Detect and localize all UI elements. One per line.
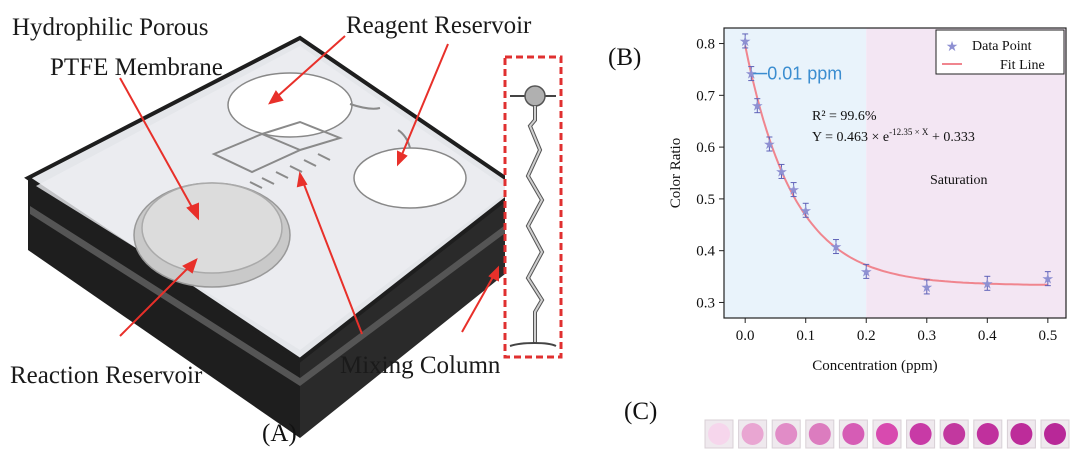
color-well <box>708 423 730 445</box>
color-well <box>909 423 932 445</box>
data-point: ★ <box>1042 272 1055 288</box>
color-well <box>976 423 999 445</box>
x-tick-label: 0.5 <box>1038 328 1057 344</box>
panel-c-label: (C) <box>624 398 658 425</box>
data-point: ★ <box>751 99 764 115</box>
device-base-edge-right <box>300 188 520 438</box>
y-tick-label: 0.7 <box>696 88 715 104</box>
chart-region-linear <box>724 28 867 318</box>
legend-symbol-data: ★ <box>946 39 959 55</box>
chart-region-saturation <box>866 28 1066 318</box>
data-point: ★ <box>745 67 758 83</box>
color-well <box>876 423 898 445</box>
y-axis-label: Color Ratio <box>668 138 684 208</box>
lod-annotation: 0.01 ppm <box>767 64 842 84</box>
data-point: ★ <box>920 280 933 296</box>
color-well <box>775 423 798 445</box>
color-well <box>1044 423 1066 445</box>
color-well <box>842 423 865 445</box>
label-reaction-reservoir: Reaction Reservoir <box>10 362 203 389</box>
color-well <box>741 423 764 445</box>
data-point: ★ <box>860 264 873 280</box>
annotation-arrows <box>119 35 499 337</box>
y-tick-label: 0.6 <box>696 140 715 156</box>
x-tick-label: 0.2 <box>857 328 876 344</box>
y-tick-label: 0.4 <box>696 244 715 260</box>
x-tick-label: 0.3 <box>917 328 936 344</box>
y-tick-label: 0.3 <box>696 295 715 311</box>
saturation-annotation: Saturation <box>930 173 988 188</box>
plot-frame <box>723 27 1067 319</box>
label-membrane-line1: Hydrophilic Porous <box>12 14 209 41</box>
legend-label-fit: Fit Line <box>1000 58 1045 73</box>
color-well <box>1010 423 1033 445</box>
data-point: ★ <box>799 203 812 219</box>
data-point: ★ <box>830 240 843 256</box>
label-mixing-column: Mixing Column <box>340 352 501 379</box>
ptfe-membrane <box>141 182 283 274</box>
y-tick-label: 0.5 <box>696 192 715 208</box>
data-point: ★ <box>787 183 800 199</box>
label-reagent-reservoir: Reagent Reservoir <box>346 12 532 39</box>
legend-box <box>935 29 1065 75</box>
device-glass-sheen <box>36 46 510 350</box>
r-squared-annotation: R² = 99.6% <box>812 109 877 124</box>
fit-equation: Y = 0.463 × e-12.35 × X + 0.333 <box>812 127 975 145</box>
microchannels <box>211 103 411 189</box>
legend-label-data: Data Point <box>972 39 1032 54</box>
panel-b-label: (B) <box>608 44 642 71</box>
x-axis-label: Concentration (ppm) <box>812 358 937 374</box>
y-tick-label: 0.8 <box>696 37 715 53</box>
label-membrane-line2: PTFE Membrane <box>50 54 223 81</box>
x-tick-label: 0.0 <box>736 328 755 344</box>
color-well <box>943 423 966 445</box>
data-point: ★ <box>981 276 994 292</box>
x-tick-label: 0.1 <box>796 328 815 344</box>
panel-a-label: (A) <box>262 420 297 447</box>
x-tick-label: 0.4 <box>978 328 997 344</box>
data-point: ★ <box>739 34 752 50</box>
color-well <box>808 423 831 445</box>
device-base-edge <box>28 178 300 438</box>
mixing-column-drawing <box>509 85 557 347</box>
fit-line <box>744 45 1048 286</box>
data-point: ★ <box>775 164 788 180</box>
data-point: ★ <box>763 137 776 153</box>
